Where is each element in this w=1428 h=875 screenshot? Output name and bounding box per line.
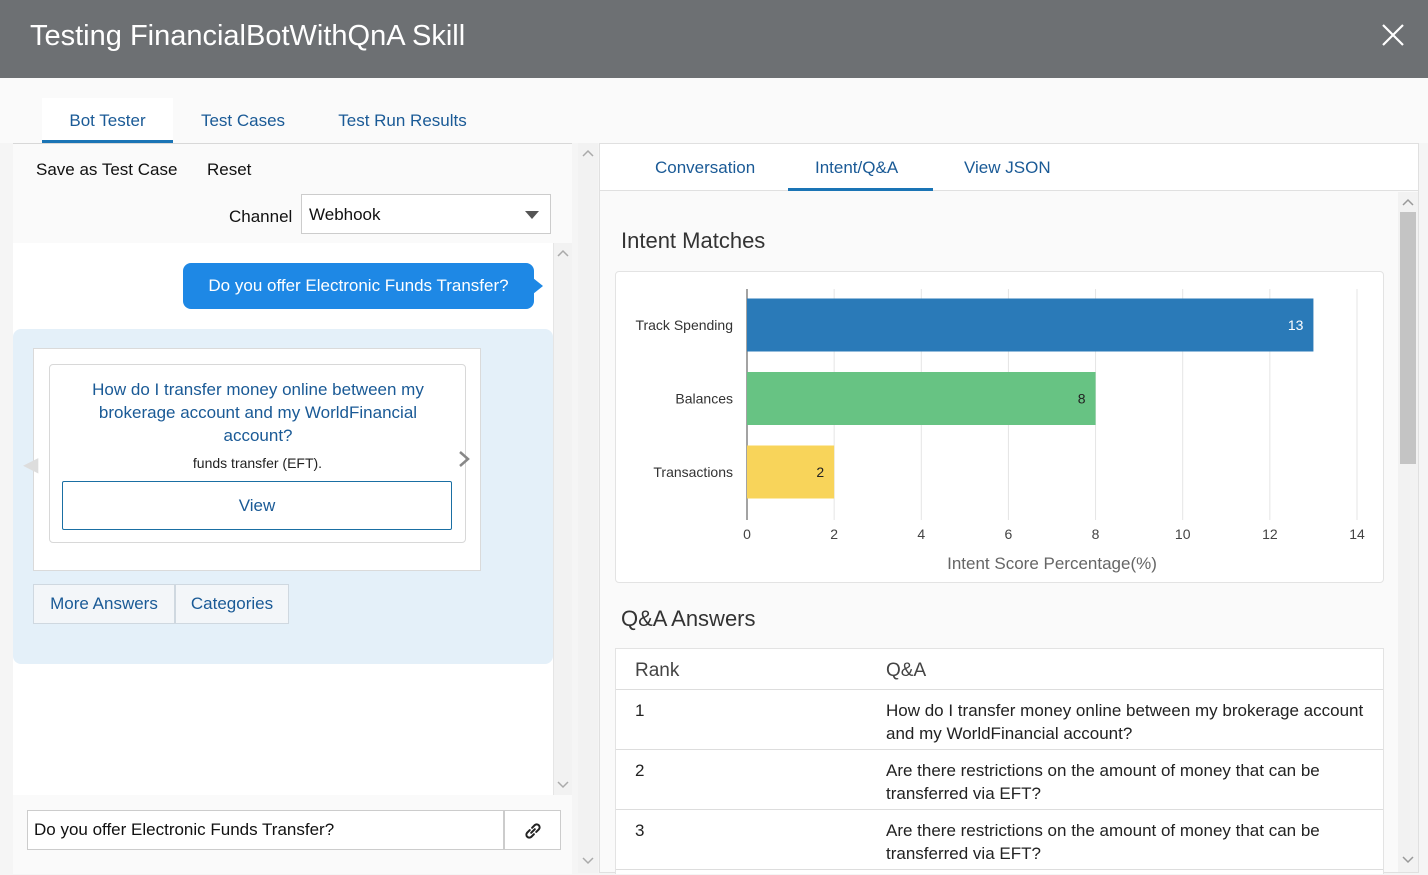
tab-view-json[interactable]: View JSON [964, 158, 1051, 177]
x-tick-label: 10 [1175, 526, 1191, 542]
user-message-bubble: Do you offer Electronic Funds Transfer? [183, 263, 543, 309]
data-label: 8 [1078, 391, 1086, 407]
card-subtitle: funds transfer (EFT). [192, 455, 323, 471]
caret-down-icon [525, 211, 539, 219]
category-label: Track Spending [635, 317, 733, 333]
user-message-text: Do you offer Electronic Funds Transfer? [208, 276, 509, 295]
tab-test-cases[interactable]: Test Cases [200, 111, 286, 130]
card-title: How do I transfer money online between m… [92, 380, 424, 445]
tab-bot-tester[interactable]: Bot Tester [42, 98, 173, 143]
table-header: Rank Q&A [616, 649, 1383, 690]
card-carousel: How do I transfer money online between m… [33, 348, 481, 571]
intent-chart-card: 0 2 4 6 8 10 12 14 Track Spending 13 Balances 8 Tran… [615, 271, 1384, 583]
column-header-qa: Q&A [886, 660, 927, 681]
answer-card: How do I transfer money online between m… [49, 364, 466, 543]
x-axis-label: Intent Score Percentage(%) [947, 554, 1157, 573]
tab-conversation[interactable]: Conversation [655, 158, 756, 177]
table-row[interactable]: 3 Are there restrictions on the amount o… [616, 810, 1383, 870]
x-tick-label: 12 [1262, 526, 1278, 542]
more-answers-button[interactable]: More Answers [33, 584, 175, 624]
carousel-next-icon[interactable] [454, 449, 474, 469]
scroll-down-icon[interactable] [582, 857, 594, 865]
link-icon [525, 823, 541, 839]
x-tick-label: 2 [830, 526, 838, 542]
title-bar: Testing FinancialBotWithQnA Skill [0, 0, 1428, 78]
categories-button[interactable]: Categories [175, 584, 289, 624]
bot-tester-panel: Save as Test Case Reset Channel Webhook … [13, 143, 572, 874]
data-label: 13 [1288, 317, 1304, 333]
scroll-up-icon[interactable] [557, 249, 569, 257]
main-tab-bar: Bot Tester Test Cases Test Run Results [0, 78, 1428, 143]
attach-button[interactable] [504, 810, 561, 850]
results-tab-bar: Conversation Intent/Q&A View JSON [600, 144, 1418, 191]
category-label: Transactions [653, 464, 733, 480]
table-row[interactable]: 2 Are there restrictions on the amount o… [616, 750, 1383, 810]
intent-bar-chart: 0 2 4 6 8 10 12 14 Track Spending 13 Balances 8 Tran… [635, 289, 1365, 573]
row-rank: 3 [635, 821, 645, 840]
carousel-prev-icon[interactable]: ◀ [23, 454, 39, 476]
results-scrollbar[interactable] [1398, 192, 1418, 872]
window-title: Testing FinancialBotWithQnA Skill [30, 20, 466, 52]
x-tick-label: 8 [1092, 526, 1100, 542]
tab-intent-qa[interactable]: Intent/Q&A [815, 158, 899, 177]
view-button[interactable]: View [62, 481, 452, 530]
qa-answers-heading: Q&A Answers [621, 606, 756, 631]
active-tab-indicator [788, 188, 933, 191]
scroll-up-icon[interactable] [1402, 198, 1414, 206]
x-tick-label: 6 [1005, 526, 1013, 542]
scroll-up-icon[interactable] [582, 149, 594, 157]
category-label: Balances [675, 391, 733, 407]
bar [747, 372, 1096, 425]
row-question: Are there restrictions on the amount of … [886, 821, 1320, 863]
qa-answers-table: Rank Q&A 1 How do I transfer money onlin… [615, 648, 1384, 874]
reset-button[interactable]: Reset [207, 160, 252, 179]
scroll-down-icon[interactable] [1402, 856, 1414, 864]
x-tick-label: 4 [917, 526, 925, 542]
message-input-row [13, 795, 572, 874]
x-tick-label: 0 [743, 526, 751, 542]
scroll-thumb[interactable] [1400, 212, 1416, 464]
x-tick-label: 14 [1349, 526, 1365, 542]
bar [747, 298, 1314, 352]
save-as-test-case-button[interactable]: Save as Test Case [36, 160, 178, 179]
data-label: 2 [816, 464, 824, 480]
row-rank: 2 [635, 761, 645, 780]
row-rank: 1 [635, 701, 645, 720]
row-question: How do I transfer money online between m… [886, 701, 1364, 743]
channel-value: Webhook [309, 205, 381, 224]
row-question: Are there restrictions on the amount of … [886, 761, 1320, 803]
tab-test-run-results[interactable]: Test Run Results [338, 111, 467, 130]
bubble-tail [533, 278, 543, 294]
channel-select[interactable]: Webhook [301, 194, 551, 234]
bar [747, 445, 835, 499]
close-icon[interactable] [1378, 20, 1408, 50]
message-input[interactable] [27, 810, 504, 850]
conversation-scrollbar[interactable] [553, 243, 572, 795]
tester-toolbar: Save as Test Case Reset Channel Webhook [13, 144, 572, 243]
scroll-down-icon[interactable] [557, 781, 569, 789]
results-panel: Conversation Intent/Q&A View JSON Intent… [599, 143, 1419, 874]
bot-response: How do I transfer money online between m… [13, 329, 553, 664]
channel-label: Channel [229, 207, 293, 226]
column-header-rank: Rank [635, 660, 680, 681]
table-row[interactable]: 1 How do I transfer money online between… [616, 690, 1383, 750]
intent-matches-heading: Intent Matches [621, 228, 766, 253]
conversation-view: Do you offer Electronic Funds Transfer? … [13, 243, 553, 795]
panel-scrollbar[interactable] [578, 143, 598, 873]
